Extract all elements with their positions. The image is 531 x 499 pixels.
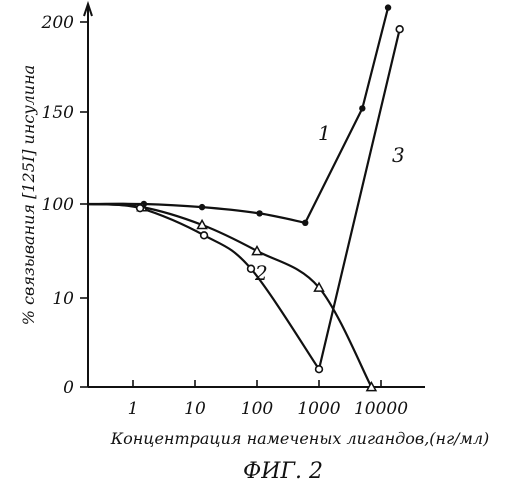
series-line-2	[88, 204, 371, 387]
data-point-series-3	[201, 232, 208, 239]
data-point-series-1	[302, 220, 308, 226]
y-ticks: 0 10 100 150 200	[41, 13, 88, 398]
x-tick-label: 10000	[354, 399, 408, 419]
data-point-series-3	[396, 26, 403, 33]
x-tick-label: 1	[128, 399, 139, 419]
data-point-series-3	[137, 205, 144, 212]
series-line-1	[88, 8, 388, 223]
x-axis-title: Концентрация намеченых лигандов,(нг/мл)	[110, 429, 490, 448]
data-point-series-1	[199, 204, 205, 210]
y-tick-label: 10	[52, 289, 74, 309]
data-point-series-3	[316, 366, 323, 373]
x-tick-label: 1000	[297, 399, 340, 419]
x-ticks: 1 10 100 1000 10000	[128, 380, 409, 419]
data-point-series-3	[248, 265, 255, 272]
x-tick-label: 10	[184, 399, 206, 419]
y-tick-label: 0	[63, 378, 74, 398]
data-point-series-1	[256, 210, 262, 216]
series-label-3: 3	[392, 143, 405, 167]
series-label-2: 2	[254, 261, 268, 285]
x-tick-label: 100	[241, 399, 274, 419]
y-axis-title: % связывания [125I] инсулина	[19, 65, 38, 325]
y-tick-label: 100	[42, 195, 75, 215]
series-label-1: 1	[318, 121, 331, 145]
y-tick-label: 200	[41, 13, 75, 33]
figure-caption: ФИГ. 2	[243, 459, 323, 484]
data-point-series-1	[385, 4, 391, 10]
series-line-3	[88, 29, 400, 369]
data-point-series-1	[359, 105, 365, 111]
y-tick-label: 150	[42, 103, 75, 123]
curves	[88, 8, 400, 387]
markers	[137, 4, 403, 390]
